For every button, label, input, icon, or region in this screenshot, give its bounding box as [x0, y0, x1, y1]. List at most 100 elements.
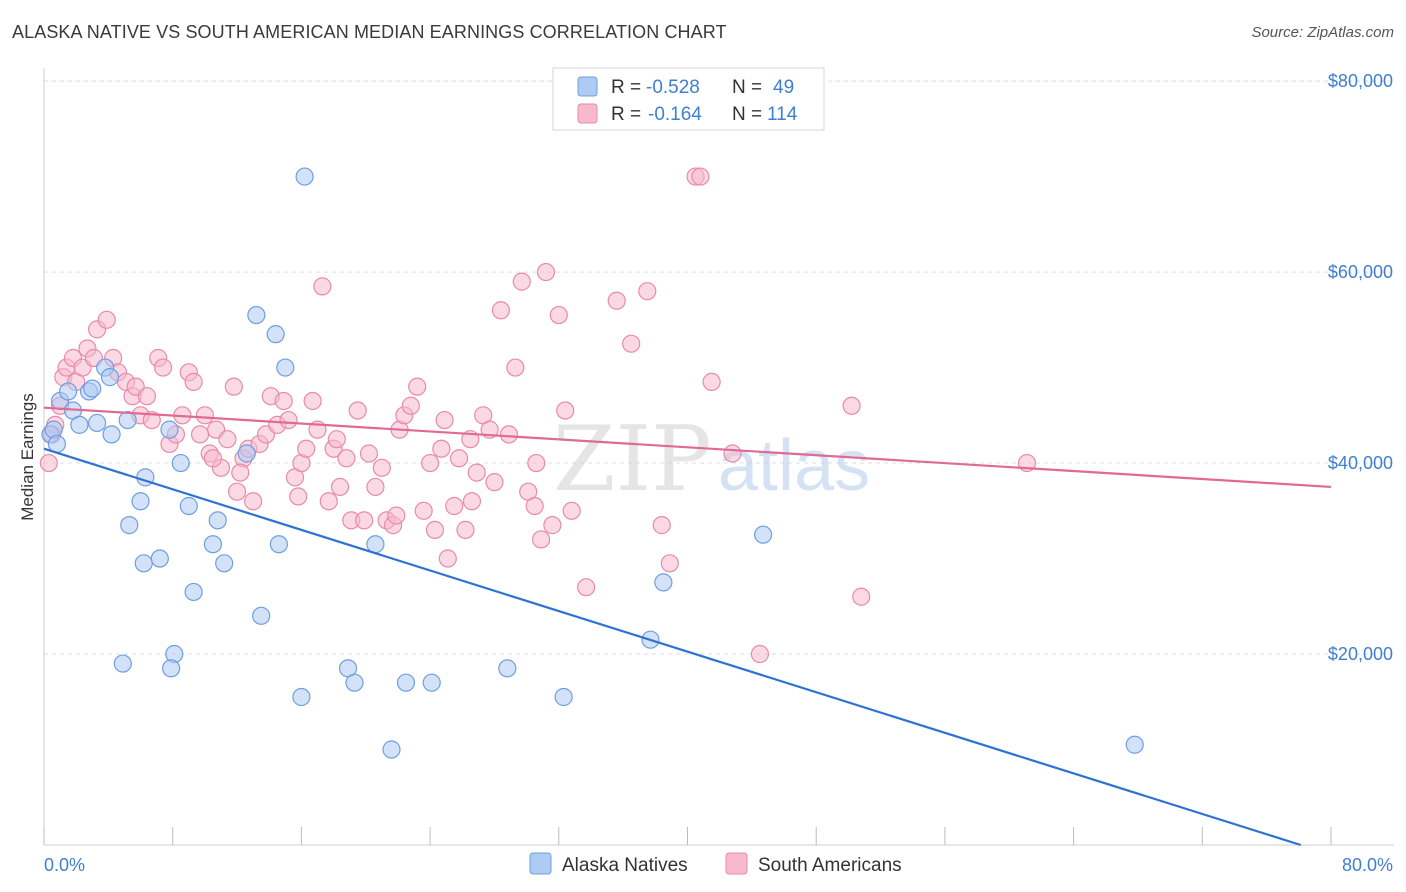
point-south-americans [527, 453, 546, 473]
point-south-americans [532, 530, 551, 549]
point-south-americans [372, 458, 391, 477]
point-south-americans [638, 282, 657, 301]
point-south-americans [231, 463, 250, 482]
point-south-americans [190, 425, 210, 444]
point-alaska-natives [396, 673, 416, 692]
point-alaska-natives [171, 453, 190, 473]
chart-title: ALASKA NATIVE VS SOUTH AMERICAN MEDIAN E… [12, 22, 727, 42]
point-south-americans [543, 516, 562, 535]
point-south-americans [467, 463, 486, 482]
correlation-legend: R = -0.528 N = 49 R = -0.164 N = 114 [552, 67, 825, 131]
point-alaska-natives [295, 167, 314, 186]
y-axis-label: Median Earnings [18, 393, 37, 521]
watermark-zip: ZIP [553, 407, 712, 512]
trend-lines [43, 406, 1332, 847]
point-south-americans [456, 520, 475, 539]
point-south-americans [401, 396, 420, 415]
point-south-americans [491, 301, 510, 320]
point-south-americans [387, 506, 406, 525]
legend-swatch-south-americans [725, 852, 748, 875]
legend-swatch-south-americans [577, 103, 598, 124]
x-tick-label: 0.0% [44, 855, 85, 875]
point-alaska-natives [134, 554, 153, 573]
y-tick-label: $40,000 [1328, 453, 1393, 473]
point-alaska-natives [422, 673, 441, 692]
point-alaska-natives [131, 492, 150, 511]
point-south-americans [153, 358, 173, 377]
point-south-americans [289, 487, 308, 506]
legend-swatch-alaska-natives [577, 76, 598, 97]
point-alaska-natives [237, 444, 256, 463]
point-south-americans [842, 396, 861, 415]
point-south-americans [852, 587, 871, 606]
point-south-americans [224, 377, 243, 396]
point-south-americans [195, 406, 214, 425]
point-alaska-natives [118, 410, 137, 430]
x-tick-labels: 0.0% 80.0% [44, 855, 1393, 875]
point-south-americans [421, 453, 440, 473]
point-alaska-natives [1125, 735, 1144, 754]
point-alaska-natives [203, 535, 223, 554]
point-alaska-natives [184, 582, 203, 602]
y-tick-labels: $20,000 $40,000 $60,000 $80,000 [1328, 71, 1393, 664]
point-south-americans [485, 473, 504, 492]
source-label: Source: ZipAtlas.com [1251, 24, 1394, 41]
point-alaska-natives [59, 382, 78, 401]
point-south-americans [499, 425, 519, 444]
point-alaska-natives [100, 368, 120, 387]
point-south-americans [330, 477, 350, 497]
point-south-americans [622, 334, 641, 353]
trend-line-south-americans [43, 406, 1332, 489]
point-alaska-natives [266, 325, 285, 344]
y-tick-label: $20,000 [1328, 644, 1393, 664]
legend-n-label: N = [732, 77, 762, 98]
scatter-points [39, 167, 1144, 759]
point-alaska-natives [252, 606, 271, 625]
point-alaska-natives [179, 496, 198, 516]
legend-label-south-americans: South Americans [758, 855, 902, 876]
point-south-americans [203, 449, 223, 468]
legend-r-value: -0.164 [648, 104, 702, 125]
point-alaska-natives [215, 554, 234, 573]
point-south-americans [723, 444, 742, 463]
legend-r-value: -0.528 [646, 77, 700, 98]
point-south-americans [652, 516, 671, 535]
series-legend: Alaska Natives South Americans [529, 852, 902, 876]
watermark: ZIP atlas [553, 407, 870, 512]
legend-n-value: 49 [773, 77, 794, 98]
point-south-americans [435, 410, 454, 430]
point-alaska-natives [247, 305, 266, 325]
point-south-americans [702, 372, 721, 391]
x-tick-label: 80.0% [1342, 855, 1393, 875]
legend-r-label: R = [611, 104, 641, 125]
point-alaska-natives [382, 740, 401, 759]
point-alaska-natives [554, 687, 573, 707]
point-south-americans [525, 496, 544, 516]
point-south-americans [297, 439, 316, 458]
point-alaska-natives [366, 535, 385, 554]
point-south-americans [97, 310, 116, 329]
point-south-americans [506, 358, 525, 377]
legend-n-label: N = [732, 104, 762, 125]
point-alaska-natives [70, 415, 89, 434]
point-south-americans [691, 167, 710, 186]
point-south-americans [462, 492, 482, 511]
point-alaska-natives [292, 687, 311, 707]
point-alaska-natives [276, 358, 295, 377]
point-south-americans [39, 453, 58, 473]
point-south-americans [449, 449, 469, 468]
point-south-americans [607, 291, 626, 310]
point-alaska-natives [498, 659, 517, 678]
point-alaska-natives [269, 535, 288, 554]
point-alaska-natives [754, 525, 773, 544]
point-south-americans [227, 482, 247, 501]
point-south-americans [137, 387, 157, 406]
watermark-atlas: atlas [718, 426, 870, 506]
point-south-americans [142, 410, 161, 430]
point-south-americans [562, 501, 581, 520]
point-south-americans [425, 520, 445, 539]
legend-n-value: 114 [767, 104, 798, 125]
point-alaska-natives [102, 425, 121, 444]
y-tick-label: $80,000 [1328, 71, 1393, 91]
point-south-americans [512, 272, 531, 291]
